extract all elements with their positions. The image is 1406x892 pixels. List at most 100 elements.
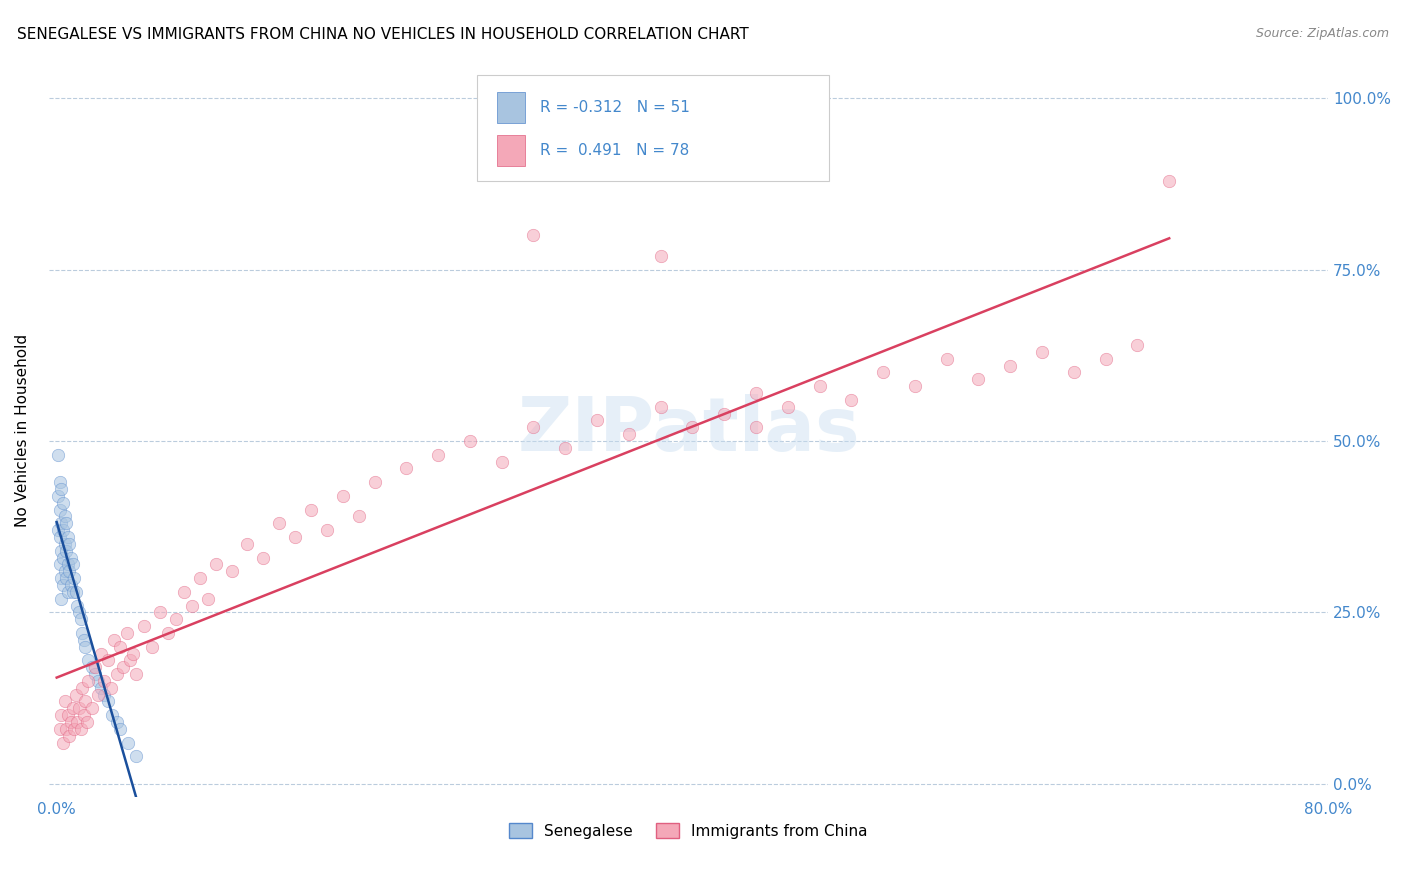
Point: [83, 660, 105, 674]
Point: [904, 379, 927, 393]
Point: [73, 708, 96, 723]
Point: [681, 420, 703, 434]
Point: [522, 420, 544, 434]
Point: [776, 400, 799, 414]
Point: [427, 448, 450, 462]
Point: [46, 448, 69, 462]
Point: [58, 564, 80, 578]
Point: [197, 591, 219, 606]
Point: [808, 379, 831, 393]
Point: [55, 722, 77, 736]
Point: [188, 571, 211, 585]
Point: [522, 228, 544, 243]
Point: [872, 366, 894, 380]
Point: [713, 407, 735, 421]
Point: [75, 640, 97, 654]
Point: [491, 454, 513, 468]
Point: [56, 558, 79, 572]
Point: [221, 564, 243, 578]
Point: [56, 584, 79, 599]
Point: [332, 489, 354, 503]
Point: [967, 372, 990, 386]
Legend: Senegalese, Immigrants from China: Senegalese, Immigrants from China: [503, 816, 873, 845]
Point: [1031, 345, 1053, 359]
Point: [46, 489, 69, 503]
Point: [117, 736, 139, 750]
Point: [458, 434, 481, 448]
Y-axis label: No Vehicles in Household: No Vehicles in Household: [15, 334, 30, 527]
Point: [115, 626, 138, 640]
Point: [110, 640, 132, 654]
FancyBboxPatch shape: [496, 93, 524, 123]
Point: [101, 708, 124, 723]
Point: [53, 564, 76, 578]
Point: [51, 482, 73, 496]
Point: [49, 475, 72, 490]
Point: [69, 722, 91, 736]
Point: [156, 626, 179, 640]
Point: [204, 558, 226, 572]
Point: [112, 660, 135, 674]
Point: [56, 530, 79, 544]
Point: [58, 537, 80, 551]
Point: [841, 392, 863, 407]
Point: [62, 701, 84, 715]
Point: [252, 550, 274, 565]
Point: [49, 530, 72, 544]
Point: [87, 673, 110, 688]
Point: [49, 722, 72, 736]
Point: [347, 509, 370, 524]
Point: [103, 632, 125, 647]
Point: [53, 537, 76, 551]
Point: [100, 681, 122, 695]
Point: [56, 708, 79, 723]
Point: [59, 578, 82, 592]
Point: [52, 523, 75, 537]
Point: [122, 647, 145, 661]
Point: [55, 516, 77, 531]
Point: [59, 550, 82, 565]
Point: [105, 714, 128, 729]
Point: [51, 571, 73, 585]
Point: [745, 420, 768, 434]
Point: [110, 722, 132, 736]
Point: [46, 523, 69, 537]
Point: [77, 653, 100, 667]
Point: [59, 714, 82, 729]
Point: [650, 400, 672, 414]
Point: [96, 653, 118, 667]
Text: Source: ZipAtlas.com: Source: ZipAtlas.com: [1256, 27, 1389, 40]
Point: [125, 749, 148, 764]
Point: [75, 694, 97, 708]
Point: [149, 606, 172, 620]
Point: [1000, 359, 1022, 373]
Point: [87, 688, 110, 702]
Point: [269, 516, 291, 531]
Point: [93, 688, 115, 702]
Point: [80, 701, 103, 715]
Point: [51, 591, 73, 606]
Point: [62, 584, 84, 599]
Point: [1159, 173, 1181, 187]
Point: [165, 612, 187, 626]
Point: [63, 722, 86, 736]
Point: [80, 660, 103, 674]
Point: [73, 632, 96, 647]
Point: [132, 619, 155, 633]
Point: [51, 708, 73, 723]
Point: [236, 537, 259, 551]
Point: [69, 612, 91, 626]
Point: [51, 543, 73, 558]
Point: [395, 461, 418, 475]
Point: [180, 599, 202, 613]
Point: [90, 681, 112, 695]
Text: R =  0.491   N = 78: R = 0.491 N = 78: [540, 143, 689, 158]
Point: [105, 667, 128, 681]
Point: [53, 694, 76, 708]
Point: [65, 688, 87, 702]
Point: [52, 578, 75, 592]
Point: [299, 502, 322, 516]
Point: [141, 640, 163, 654]
Point: [1094, 351, 1116, 366]
Point: [935, 351, 957, 366]
